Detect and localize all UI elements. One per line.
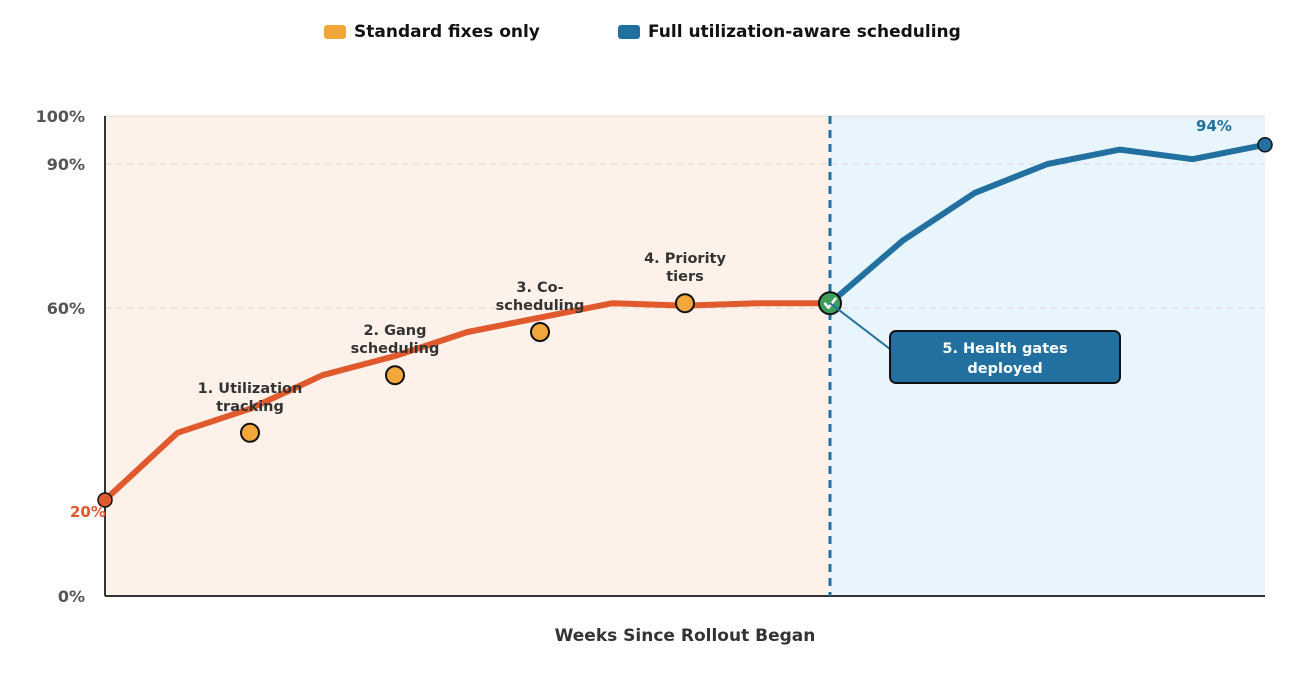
legend-label-full: Full utilization-aware scheduling	[648, 22, 961, 42]
y-tick-label-90: 90%	[47, 155, 85, 174]
milestone-marker-2[interactable]	[385, 365, 405, 386]
y-tick-label-0: 0%	[58, 587, 85, 606]
end-point-marker	[1257, 137, 1273, 153]
milestone-label-4: tiers	[666, 269, 704, 285]
callout-label: deployed	[967, 361, 1042, 377]
milestone-marker-4[interactable]	[675, 293, 695, 314]
x-axis-label: Weeks Since Rollout Began	[555, 626, 816, 646]
series-line-0	[102, 300, 833, 503]
start-point-marker	[97, 492, 113, 508]
milestone-label-2: scheduling	[351, 341, 440, 357]
phase-background-before	[105, 116, 830, 596]
checkmark-icon	[823, 297, 837, 309]
milestone-label-2: 2. Gang	[363, 323, 426, 339]
start-value-label: 20%	[70, 503, 106, 521]
callout-box[interactable]	[889, 330, 1121, 384]
legend-item-standard[interactable]: Standard fixes only	[324, 22, 540, 42]
milestone-label-3: 3. Co-	[516, 280, 563, 296]
milestone-label-1: 1. Utilization	[198, 381, 303, 397]
legend-item-full[interactable]: Full utilization-aware scheduling	[618, 22, 961, 42]
legend-swatch-standard	[324, 25, 346, 39]
y-tick-label-100: 100%	[36, 107, 85, 126]
end-value-label: 94%	[1196, 117, 1232, 135]
callout-label: 5. Health gates	[942, 341, 1067, 357]
callout-leader-line	[829, 302, 891, 350]
milestone-label-4: 4. Priority	[644, 251, 726, 267]
y-tick-label-60: 60%	[47, 299, 85, 318]
milestone-label-3: scheduling	[496, 298, 585, 314]
series-line-1	[827, 141, 1268, 307]
milestone-marker-1[interactable]	[240, 422, 260, 443]
milestone-marker-3[interactable]	[530, 322, 550, 342]
legend: Standard fixes only Full utilization-awa…	[0, 22, 1298, 46]
legend-label-standard: Standard fixes only	[354, 22, 540, 42]
legend-swatch-full	[618, 25, 640, 39]
milestone-label-1: tracking	[216, 399, 284, 415]
